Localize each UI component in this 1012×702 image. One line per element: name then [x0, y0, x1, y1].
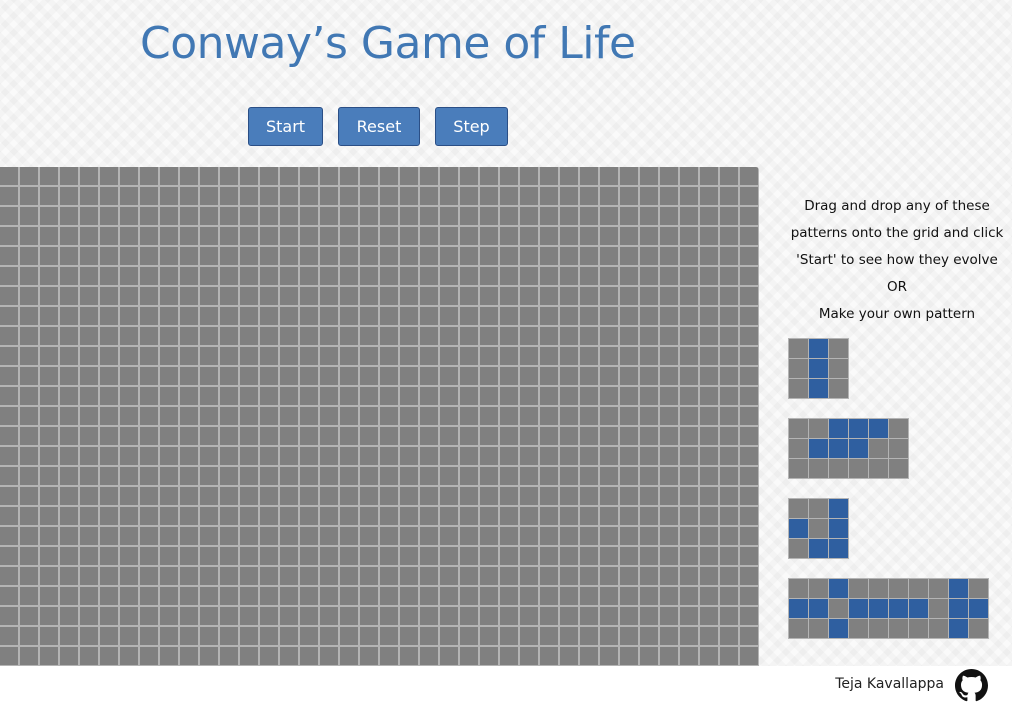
pattern-cell-dead — [789, 539, 808, 558]
pattern-cell-dead — [789, 439, 808, 458]
pattern-cell-dead — [829, 599, 848, 618]
pattern-glider[interactable] — [788, 498, 849, 559]
pattern-cell-dead — [969, 619, 988, 638]
pattern-cell-dead — [809, 499, 828, 518]
pattern-pentadecathlon[interactable] — [788, 578, 989, 639]
pattern-cell-alive — [829, 519, 848, 538]
pattern-cell-dead — [789, 579, 808, 598]
pattern-cell-dead — [789, 499, 808, 518]
instruction-line: OR — [886, 279, 907, 295]
pattern-cell-alive — [829, 439, 848, 458]
pattern-cell-dead — [869, 619, 888, 638]
instruction-line: 'Start' to see how they evolve — [796, 252, 998, 268]
pattern-cell-alive — [829, 539, 848, 558]
pattern-cell-dead — [789, 339, 808, 358]
pattern-cell-dead — [869, 459, 888, 478]
instruction-line: Drag and drop any of these — [804, 198, 990, 214]
instruction-line: patterns onto the grid and click — [790, 225, 1004, 241]
pattern-cell-dead — [869, 579, 888, 598]
pattern-cell-dead — [849, 459, 868, 478]
pattern-cell-alive — [949, 619, 968, 638]
pattern-cell-alive — [809, 439, 828, 458]
pattern-cell-alive — [969, 599, 988, 618]
pattern-cell-dead — [809, 619, 828, 638]
control-bar: Start Reset Step — [248, 107, 508, 146]
pattern-cell-dead — [829, 379, 848, 398]
pattern-cell-dead — [909, 619, 928, 638]
pattern-cell-alive — [949, 599, 968, 618]
step-button[interactable]: Step — [435, 107, 508, 146]
pattern-cell-alive — [849, 599, 868, 618]
pattern-cell-dead — [849, 619, 868, 638]
pattern-cell-dead — [789, 459, 808, 478]
pattern-cell-dead — [929, 599, 948, 618]
instructions-panel: Drag and drop any of these patterns onto… — [786, 193, 1008, 328]
pattern-toad[interactable] — [788, 418, 909, 479]
pattern-cell-alive — [829, 419, 848, 438]
pattern-blinker[interactable] — [788, 338, 849, 399]
pattern-cell-dead — [889, 579, 908, 598]
pattern-cell-alive — [809, 539, 828, 558]
pattern-cell-dead — [969, 579, 988, 598]
pattern-cell-dead — [889, 439, 908, 458]
pattern-cell-dead — [929, 619, 948, 638]
pattern-cell-dead — [849, 579, 868, 598]
pattern-cell-alive — [809, 339, 828, 358]
pattern-cell-alive — [829, 499, 848, 518]
page-title: Conway’s Game of Life — [140, 18, 636, 69]
pattern-cell-dead — [789, 359, 808, 378]
pattern-cell-alive — [809, 379, 828, 398]
pattern-cell-alive — [789, 519, 808, 538]
pattern-cell-alive — [789, 599, 808, 618]
pattern-cell-dead — [829, 459, 848, 478]
pattern-cell-alive — [829, 619, 848, 638]
pattern-cell-dead — [809, 519, 828, 538]
github-icon[interactable] — [955, 669, 988, 702]
instruction-line: Make your own pattern — [818, 306, 976, 322]
pattern-cell-alive — [829, 579, 848, 598]
pattern-cell-dead — [809, 419, 828, 438]
pattern-cell-dead — [889, 419, 908, 438]
pattern-cell-alive — [809, 359, 828, 378]
pattern-cell-dead — [809, 459, 828, 478]
pattern-cell-alive — [869, 419, 888, 438]
start-button[interactable]: Start — [248, 107, 323, 146]
pattern-cell-alive — [889, 599, 908, 618]
author-name: Teja Kavallappa — [835, 676, 944, 692]
footer: Teja Kavallappa — [0, 666, 1012, 702]
pattern-cell-dead — [809, 579, 828, 598]
pattern-cell-dead — [829, 359, 848, 378]
pattern-cell-dead — [829, 339, 848, 358]
pattern-cell-dead — [789, 619, 808, 638]
pattern-cell-dead — [889, 459, 908, 478]
pattern-cell-alive — [849, 439, 868, 458]
pattern-cell-dead — [889, 619, 908, 638]
pattern-cell-dead — [789, 379, 808, 398]
pattern-cell-alive — [849, 419, 868, 438]
reset-button[interactable]: Reset — [338, 107, 420, 146]
pattern-cell-alive — [909, 599, 928, 618]
pattern-cell-alive — [949, 579, 968, 598]
pattern-cell-alive — [809, 599, 828, 618]
pattern-cell-dead — [869, 439, 888, 458]
game-grid[interactable] — [0, 167, 759, 666]
pattern-cell-alive — [869, 599, 888, 618]
pattern-cell-dead — [789, 419, 808, 438]
pattern-cell-dead — [929, 579, 948, 598]
pattern-cell-dead — [909, 579, 928, 598]
